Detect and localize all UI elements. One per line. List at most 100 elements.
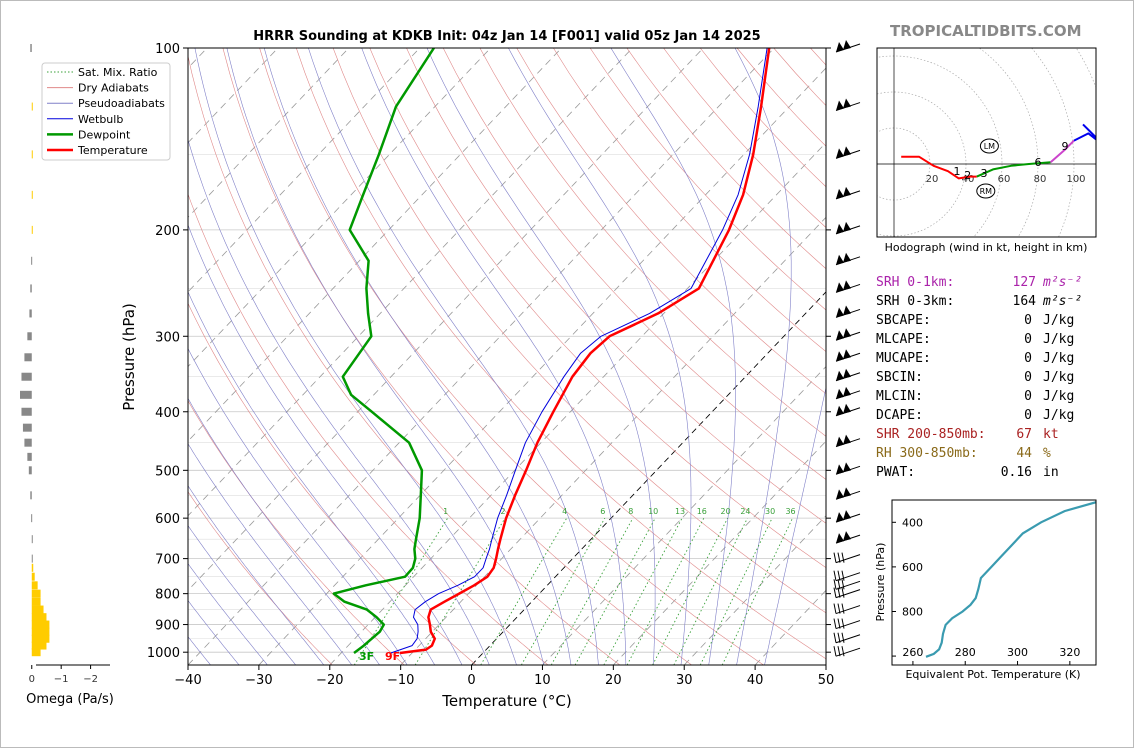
legend-entry: Dry Adiabats — [78, 82, 149, 95]
y-tick-label: 1000 — [147, 646, 180, 661]
wind-barb — [835, 403, 861, 417]
wind-barb — [833, 587, 861, 599]
hodograph-title: Hodograph (wind in kt, height in km) — [885, 241, 1088, 254]
legend-entry: Temperature — [77, 144, 148, 157]
wind-barb — [835, 252, 861, 266]
isotherm — [188, 48, 775, 665]
hodograph-marker-label: RM — [980, 187, 993, 196]
omega-panel: 0 −1 −2 — [20, 44, 110, 685]
x-tick-label: 10 — [534, 673, 551, 688]
pseudoadiabat — [188, 563, 268, 665]
isotherm — [258, 67, 826, 665]
mixing-ratio-label: 6 — [600, 507, 605, 516]
omega-bar — [31, 641, 47, 650]
theta-e-ylabel: Pressure (hPa) — [874, 543, 887, 622]
skewt-axes: −40 −30 −20 −10 0 10 20 30 40 50 100 200 300 400 500 60… — [147, 42, 834, 688]
index-unit: J/kg — [1043, 389, 1074, 404]
isotherm — [188, 48, 704, 591]
y-tick-label: 400 — [155, 406, 180, 421]
omega-bar — [31, 648, 41, 657]
pseudoadiabat — [188, 138, 490, 665]
omega-bar — [31, 102, 33, 111]
wind-barb — [835, 434, 861, 448]
x-tick-label: −20 — [316, 673, 343, 688]
pseudoadiabat — [188, 347, 408, 665]
dry-adiabat — [442, 48, 826, 480]
isotherm — [188, 48, 491, 368]
legend-entry: Pseudoadiabats — [78, 97, 165, 110]
hodograph-height-label: 6 — [1035, 156, 1042, 169]
wind-barb — [833, 603, 861, 615]
omega-bar — [28, 466, 32, 475]
dry-adiabat — [516, 48, 826, 395]
dry-adiabat — [406, 48, 826, 524]
omega-bar — [31, 190, 33, 199]
dry-adiabat — [553, 48, 826, 353]
wind-barb — [835, 462, 861, 475]
dry-adiabat — [296, 48, 826, 660]
hodograph-tick-label: 20 — [926, 174, 939, 185]
dry-adiabat — [188, 491, 333, 665]
mixing-ratio-label: 1 — [443, 507, 448, 516]
mixing-ratio-label: 30 — [765, 507, 775, 516]
x-tick-label: 30 — [676, 673, 693, 688]
wind-barb — [835, 510, 861, 523]
wind-barb — [835, 221, 861, 235]
wind-barb — [833, 646, 861, 657]
index-label: SHR 200-850mb: — [876, 427, 986, 442]
theta-e-xlabel: Equivalent Pot. Temperature (K) — [905, 668, 1080, 681]
wind-barb — [835, 305, 861, 318]
index-value: 44 — [1016, 446, 1032, 461]
index-unit: kt — [1043, 427, 1059, 442]
hodograph-trace — [901, 155, 977, 180]
mixing-ratio-line — [652, 517, 729, 665]
index-value: 67 — [1016, 427, 1032, 442]
hodograph-panel: 20 40 60 80 100 1 2 3 6 9 LM RM — [877, 48, 1096, 237]
x-tick-label: 20 — [605, 673, 622, 688]
index-label: PWAT: — [876, 465, 915, 480]
pseudoadiabat — [610, 48, 736, 665]
index-label: SRH 0-3km: — [876, 294, 954, 309]
pseudoadiabat — [188, 524, 296, 665]
profile-wetbulb — [390, 48, 768, 654]
pseudoadiabat — [734, 48, 792, 665]
mixing-ratio-label: 20 — [721, 507, 731, 516]
omega-bar — [21, 407, 32, 416]
hodograph-tick-label: 60 — [998, 174, 1011, 185]
isotherm — [188, 48, 633, 517]
index-value: 127 — [1013, 275, 1036, 290]
isotherm — [471, 291, 826, 665]
profile-dewpoint — [332, 48, 435, 654]
mixing-ratio-label: 36 — [785, 507, 795, 516]
mixing-ratio-label: 16 — [697, 507, 707, 516]
omega-bar — [31, 563, 34, 572]
index-unit: J/kg — [1043, 332, 1074, 347]
omega-bar — [31, 514, 33, 523]
wind-barb — [835, 487, 861, 500]
wind-barb — [833, 632, 861, 644]
omega-bar — [20, 390, 32, 399]
index-label: SRH 0-1km: — [876, 275, 954, 290]
mixing-ratio-label: 4 — [562, 507, 567, 516]
hodograph-frame — [876, 47, 1097, 238]
index-value: 0 — [1024, 408, 1032, 423]
theta-e-xtick-label: 300 — [1007, 646, 1028, 659]
index-value: 0 — [1024, 351, 1032, 366]
mixing-ratio-label: 10 — [648, 507, 658, 516]
pseudoadiabat — [508, 48, 692, 665]
y-tick-label: 300 — [155, 330, 180, 345]
skewt-profiles — [332, 48, 771, 655]
index-unit: % — [1043, 446, 1051, 461]
wind-barb — [835, 98, 861, 112]
omega-bar — [31, 597, 41, 606]
hodograph-trace — [976, 161, 1051, 178]
mixing-ratio-line — [721, 517, 793, 665]
pseudoadiabat — [426, 48, 656, 665]
omega-bar — [31, 605, 44, 614]
isotherm — [329, 142, 826, 665]
dry-adiabat — [479, 48, 826, 437]
hodograph-tick-label: 40 — [962, 174, 975, 185]
hodograph-height-label: 9 — [1062, 140, 1069, 153]
wind-barb — [833, 618, 861, 630]
